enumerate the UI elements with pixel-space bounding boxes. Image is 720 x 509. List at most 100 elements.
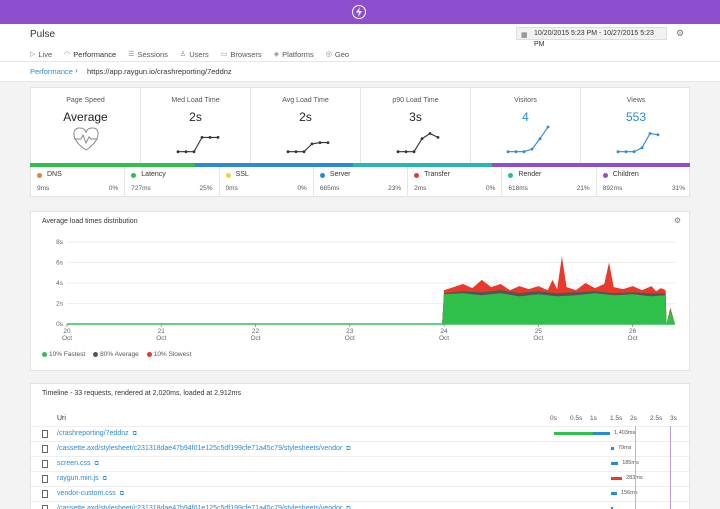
metric-label: Med Load Time <box>171 97 220 104</box>
breadcrumb-performance-link[interactable]: Performance <box>30 67 73 76</box>
tab-label: Sessions <box>137 49 168 59</box>
segment-color-dot <box>131 173 137 178</box>
sparkline-point <box>506 150 510 154</box>
metric-value: 4 <box>522 110 529 124</box>
timing-breakdown-bar <box>30 163 690 167</box>
date-range-picker[interactable]: ▦ 10/20/2015 5:23 PM - 10/27/2015 5:23 P… <box>516 27 667 48</box>
timing-bar <box>610 492 618 495</box>
tab-performance[interactable]: ◠ Performance <box>64 47 117 63</box>
tab-live[interactable]: ▷ Live <box>30 47 52 61</box>
timing-bar <box>610 507 613 509</box>
metric-page-speed: Page Speed Average <box>31 88 141 164</box>
x-tick-day: 26 <box>629 328 637 335</box>
x-tick-day: 22 <box>252 328 260 335</box>
metric-label: Page Speed <box>66 97 105 104</box>
sparkline-point <box>310 142 314 146</box>
segment-server: Server 665ms 23% <box>314 167 409 197</box>
request-uri-link[interactable]: /cassette.axd/stylesheet/c231318dae47b94… <box>57 505 351 509</box>
legend-label: 10% Slowest <box>153 351 192 358</box>
timeline-tick-label: 2s <box>630 415 637 422</box>
sparkline-point <box>326 141 330 144</box>
external-link-icon[interactable]: ⧉ <box>346 506 351 509</box>
segment-dns: DNS 9ms 0% <box>31 167 126 197</box>
metric-value: 3s <box>409 110 422 124</box>
sparkline-point <box>302 150 306 154</box>
heart-rate-icon <box>73 127 99 151</box>
segment-ms: 9ms <box>37 185 50 192</box>
legend-item[interactable]: 10% Fastest <box>42 351 85 358</box>
tab-users[interactable]: ♙ Users <box>180 47 209 61</box>
request-duration: 79ms <box>617 445 632 451</box>
segment-percent: 21% <box>576 185 590 192</box>
sparkline-point <box>632 150 636 154</box>
segment-transfer: Transfer 2ms 0% <box>408 167 503 197</box>
legend-label: 10% Fastest <box>49 351 86 358</box>
breakdown-bar-segment <box>491 163 690 167</box>
metric-views: Views 553 <box>581 88 691 164</box>
raygun-logo-icon[interactable] <box>352 5 366 19</box>
sparkline-point <box>522 150 526 154</box>
table-row: /cassette.axd/stylesheet/c231318dae47b94… <box>31 501 689 509</box>
segment-ssl: SSL 0ms 0% <box>220 167 314 197</box>
metric-p90-load-time: p90 Load Time 3s <box>361 88 471 164</box>
tab-label: Users <box>189 49 209 59</box>
sparkline-point <box>412 150 416 154</box>
file-icon <box>42 460 48 468</box>
external-link-icon[interactable]: ⧉ <box>94 461 99 467</box>
timing-bar-server <box>593 432 611 435</box>
tab-label: Browsers <box>230 49 262 59</box>
tab-browsers[interactable]: ▭ Browsers <box>221 47 262 61</box>
segment-ms: 892ms <box>602 185 623 192</box>
sparkline-point <box>318 141 322 144</box>
distribution-gear-icon[interactable]: ⚙ <box>673 216 681 225</box>
timing-breakdown-row: DNS 9ms 0% Latency 727ms 25% SSL 0ms 0% Server 665… <box>30 167 690 197</box>
segment-color-dot <box>319 173 325 178</box>
file-icon <box>42 430 48 438</box>
tab-sessions[interactable]: ☰ Sessions <box>128 47 168 61</box>
x-tick-day: 25 <box>535 328 543 335</box>
sparkline-point <box>294 150 298 154</box>
sparkline-path <box>618 132 659 153</box>
request-uri-text: screen.css <box>57 460 91 467</box>
segment-percent: 31% <box>671 185 685 192</box>
tab-platforms[interactable]: ◈ Platforms <box>274 47 314 61</box>
y-tick-label: 2s <box>56 301 64 308</box>
file-icon <box>42 445 48 453</box>
segment-percent: 0% <box>108 185 119 192</box>
request-uri-link[interactable]: /crashreporting/7eddnz ⧉ <box>57 430 137 438</box>
distribution-title: Average load times distribution <box>42 218 138 225</box>
external-link-icon[interactable]: ⧉ <box>132 431 137 437</box>
breakdown-bar-segment <box>195 163 354 167</box>
legend-item[interactable]: 80% Average <box>93 351 139 358</box>
external-link-icon[interactable]: ⧉ <box>102 476 107 482</box>
request-uri-link[interactable]: raygun.min.js ⧉ <box>57 475 107 483</box>
area-10-fastest <box>67 293 675 324</box>
segment-color-dot <box>225 173 231 178</box>
uri-column-header: Uri <box>57 415 66 422</box>
top-bar <box>0 0 720 24</box>
breadcrumb-url: https://app.raygun.io/crashreporting/7ed… <box>87 67 232 76</box>
tab-label: Performance <box>73 49 117 59</box>
x-tick-month: Oct <box>250 335 260 342</box>
sparkline-point <box>176 150 180 154</box>
external-link-icon[interactable]: ⧉ <box>346 446 351 452</box>
external-link-icon[interactable]: ⧉ <box>119 491 125 497</box>
request-duration: 1,403ms <box>614 430 636 436</box>
app-header: Pulse ▷ Live ◠ Performance ☰ Sessions ♙ Users ▭ B… <box>0 24 720 63</box>
sparkline-point <box>538 137 542 141</box>
request-uri-link[interactable]: screen.css ⧉ <box>57 460 99 468</box>
timeline-tick-label: 3s <box>670 415 677 422</box>
request-duration: 185ms <box>622 460 639 466</box>
x-tick-day: 21 <box>158 328 166 335</box>
legend-dot <box>42 352 47 357</box>
request-uri-link[interactable]: vendor-custom.css ⧉ <box>57 490 124 498</box>
settings-gear-icon[interactable]: ⚙ <box>676 28 685 38</box>
legend-item[interactable]: 10% Slowest <box>146 351 192 358</box>
tab-geo[interactable]: ◎ Geo <box>326 47 349 61</box>
request-uri-link[interactable]: /cassette.axd/stylesheet/c231318dae47b94… <box>57 445 351 453</box>
sparkline-point <box>648 132 652 135</box>
timeline-tick-label: 1.5s <box>610 415 623 422</box>
timeline-panel: Timeline - 33 requests, rendered at 2,02… <box>30 383 690 509</box>
segment-ms: 618ms <box>508 185 528 192</box>
segment-percent: 0% <box>297 185 307 192</box>
